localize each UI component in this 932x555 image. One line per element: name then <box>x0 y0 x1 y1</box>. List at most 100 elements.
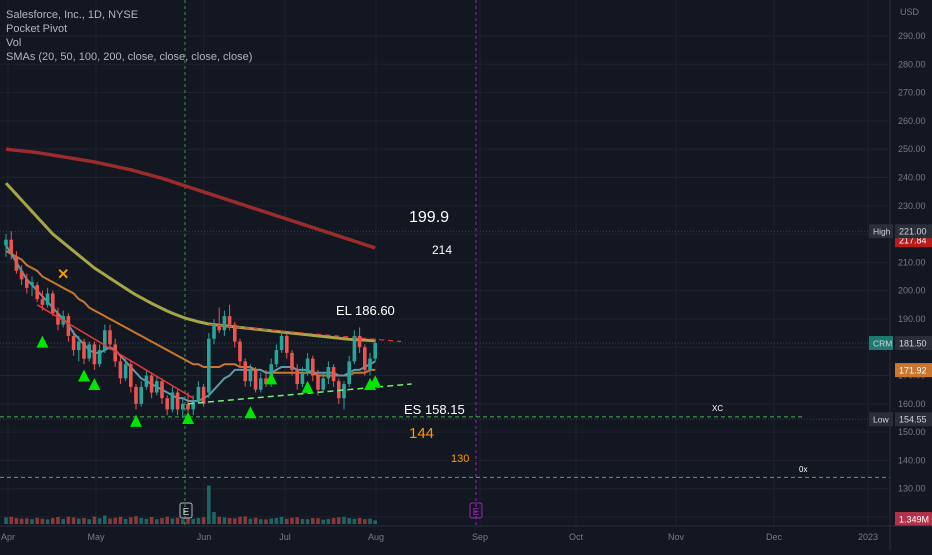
volume-bar <box>35 517 39 524</box>
volume-bar <box>363 519 367 524</box>
candle-body <box>175 392 180 410</box>
sma200-line <box>5 147 376 250</box>
volume-bar <box>71 517 76 524</box>
candle-body <box>196 386 201 401</box>
volume-bar <box>40 518 45 524</box>
candle-body <box>155 381 159 393</box>
candle-body <box>103 330 107 351</box>
volume-bar <box>186 518 190 524</box>
candle-body <box>233 324 237 342</box>
candle-body <box>316 375 320 390</box>
candle-body <box>92 344 97 365</box>
volume-bar <box>30 519 34 524</box>
candle-body <box>227 316 232 325</box>
volume-bar <box>123 518 128 524</box>
label-high-bg <box>869 224 893 239</box>
candle-body <box>19 270 24 280</box>
label-current-text: CRM <box>873 338 892 348</box>
label-low-bg <box>869 412 893 427</box>
volume-bar <box>295 517 299 524</box>
volume-bar <box>347 518 351 524</box>
tag-low-value: 154.55 <box>899 415 927 425</box>
candle-body <box>191 400 195 410</box>
volume-bar <box>165 516 169 524</box>
candle-body <box>129 364 133 387</box>
candle-body <box>217 324 221 331</box>
annotation-el: EL 186.60 <box>336 303 395 318</box>
candle-body <box>347 361 351 385</box>
candle-body <box>149 375 154 393</box>
annotation-199-9: 199.9 <box>409 209 449 226</box>
candle-body <box>305 358 310 373</box>
volume-bar <box>144 518 149 524</box>
legend-volume[interactable]: Vol <box>6 37 22 49</box>
candle-body <box>108 330 112 345</box>
volume-bar <box>243 516 247 524</box>
candle-body <box>170 392 175 410</box>
volume-bar <box>25 518 29 524</box>
volume-bar <box>207 485 211 524</box>
volume-bar <box>227 518 232 524</box>
pocket-pivot-marker <box>182 411 194 424</box>
candle-body <box>212 324 216 339</box>
tag-current: 181.50 <box>895 335 932 350</box>
legend-pocket-pivot[interactable]: Pocket Pivot <box>6 23 68 35</box>
volume-bar <box>129 517 133 524</box>
annotation-es: ES 158.15 <box>404 402 465 417</box>
candle-body <box>259 378 263 390</box>
annotation-xc: XC <box>712 404 723 413</box>
tag-low-bg <box>895 412 932 427</box>
legend-smas[interactable]: SMAs (20, 50, 100, 200, close, close, cl… <box>6 51 253 63</box>
chart-legend: Salesforce, Inc., 1D, NYSE Pocket Pivot … <box>6 8 252 64</box>
x-tick-label: Oct <box>569 532 584 542</box>
y-tick-label: 290.00 <box>898 31 926 41</box>
volume-bar <box>9 516 13 524</box>
candle-body <box>45 293 50 305</box>
sma100-line <box>4 182 376 343</box>
cross-marker <box>58 268 68 279</box>
candle-body <box>25 279 29 288</box>
volume-bar <box>14 518 19 524</box>
candle-body <box>331 367 336 382</box>
volume-bar <box>92 516 97 524</box>
earnings-badge-future-frame <box>469 502 483 519</box>
volume-bar <box>51 518 55 524</box>
y-tick-label: 150.00 <box>898 427 926 437</box>
candle-body <box>326 367 331 379</box>
candle-body <box>40 299 45 305</box>
volume-bar <box>342 516 346 524</box>
volume-bar <box>311 518 315 524</box>
volume-bar <box>373 520 377 524</box>
candle-body <box>186 403 190 410</box>
y-tick-label: 190.00 <box>898 314 926 324</box>
label-current: CRM <box>869 335 893 350</box>
candle-body <box>238 341 242 362</box>
volume-bar <box>274 518 279 524</box>
y-tick-label: 210.00 <box>898 257 926 267</box>
candle-body <box>77 341 81 351</box>
tag-high-bg <box>895 224 932 239</box>
candle-body <box>290 352 294 370</box>
label-low-text: Low <box>873 415 889 425</box>
x-tick-label: May <box>87 532 105 542</box>
x-tick-label: Jul <box>279 532 291 542</box>
tag-high: 221.00 <box>895 224 932 239</box>
volume-bar <box>77 518 81 524</box>
candle-body <box>160 381 164 399</box>
candle-body <box>352 335 357 362</box>
candle-body <box>165 398 169 410</box>
candle-body <box>248 369 253 382</box>
candle-body <box>300 372 305 385</box>
label-low: Low <box>869 412 893 427</box>
candle-body <box>134 386 138 404</box>
candle-body <box>363 347 367 370</box>
volume-bar <box>191 518 195 524</box>
volume-bar <box>56 517 60 524</box>
volume-bar <box>175 517 180 524</box>
y-tick-label: 270.00 <box>898 88 926 98</box>
volume-bar <box>160 518 164 524</box>
volume-bar <box>337 517 341 524</box>
candle-body <box>82 341 86 359</box>
